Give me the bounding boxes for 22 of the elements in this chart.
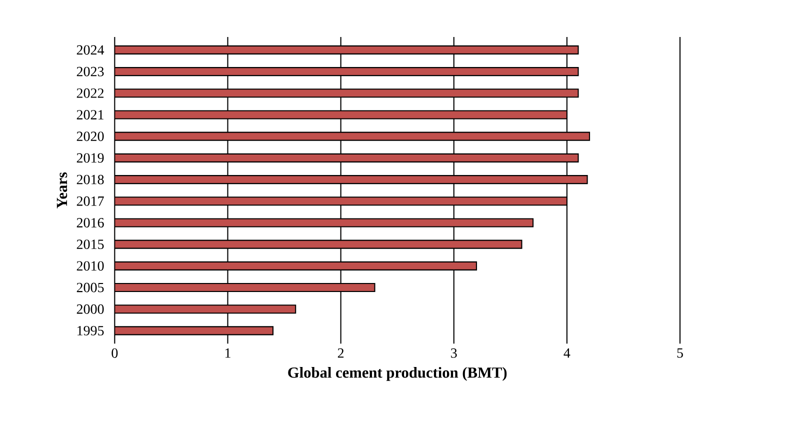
y-tick-label: 2016	[76, 218, 104, 228]
y-tick-label: 2020	[76, 132, 104, 142]
y-tick-label: 2015	[76, 240, 104, 250]
x-tick-label: 5	[677, 348, 683, 358]
y-tick-label: 2018	[76, 174, 104, 184]
x-axis-title: Global cement production (BMT)	[288, 366, 507, 381]
y-tick-label: 2024	[76, 45, 104, 55]
y-axis-title: Years	[56, 172, 68, 208]
y-tick-label: 2005	[76, 282, 104, 292]
y-tick-label: 2019	[76, 153, 104, 163]
y-tick-label: 2000	[76, 304, 104, 314]
x-tick-label: 2	[338, 348, 344, 358]
y-tick-label: 2022	[76, 88, 104, 98]
y-tick-label: 2010	[76, 261, 104, 271]
y-tick-label: 2023	[76, 66, 104, 76]
x-tick-label: 4	[564, 348, 570, 358]
y-tick-label: 2017	[76, 196, 104, 206]
x-tick-label: 1	[225, 348, 230, 358]
x-tick-label: 0	[112, 348, 118, 358]
y-tick-label: 1995	[78, 326, 104, 336]
y-tick-label: 2021	[76, 110, 104, 120]
x-tick-label: 3	[451, 348, 457, 358]
